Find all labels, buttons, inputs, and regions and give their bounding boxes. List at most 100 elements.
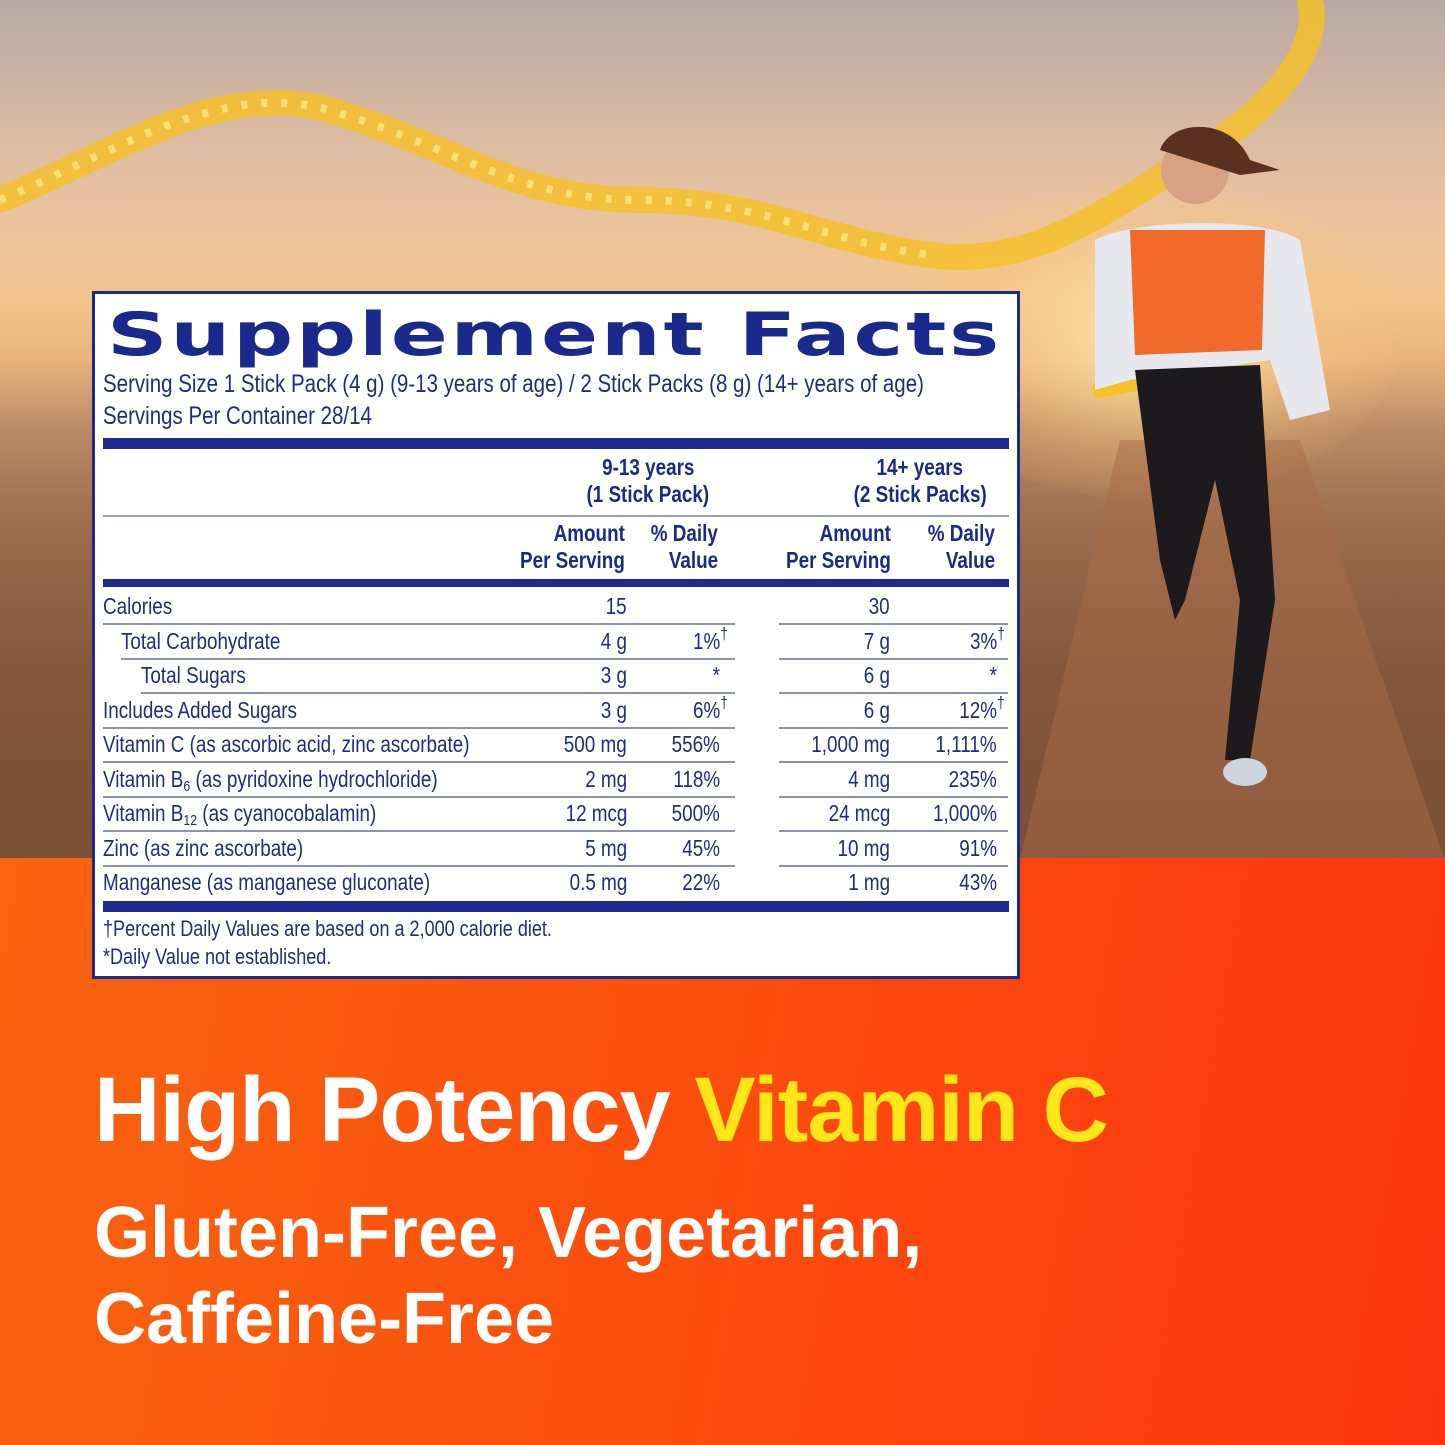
amount-14-plus: 1 mg — [839, 869, 890, 896]
cell-text: 1,000% — [933, 800, 997, 827]
nutrient-row: Vitamin B12 (as cyanocobalamin) 12 mcg 5… — [103, 797, 1009, 832]
amount-14-plus: 30 — [864, 593, 890, 620]
cell-text: 1 mg — [848, 869, 890, 895]
cell-text: Total Sugars — [141, 662, 246, 689]
cell-text: 10 mg — [837, 834, 890, 861]
cell-text: * — [713, 662, 720, 689]
cell-text: Includes Added Sugars — [103, 696, 297, 723]
serving-size-text: Serving Size 1 Stick Pack (4 g) (9-13 ye… — [103, 370, 924, 398]
daily-value-9-13: 45% — [674, 835, 720, 862]
amount-14-plus: 6 g — [858, 662, 890, 689]
daily-value-9-13: 556% — [661, 731, 720, 758]
nutrient-rows: Calories 15 30 Total Carbohydrate 4 g 1%… — [103, 590, 1009, 901]
cell-text: 6% — [692, 696, 720, 723]
divider-thick — [103, 438, 1009, 449]
cell-text: 6 — [183, 777, 191, 795]
nutrient-label: Vitamin B6 (as pyridoxine hydrochloride) — [103, 766, 511, 795]
group-age: 9-13 years — [601, 454, 695, 480]
daily-value-14-plus: 1,000% — [919, 800, 997, 827]
nutrient-label: Vitamin B12 (as cyanocobalamin) — [103, 800, 436, 829]
daily-value-9-13: 500% — [661, 800, 720, 827]
nutrient-label: Manganese (as manganese gluconate) — [103, 869, 502, 896]
row-left-segment: Total Carbohydrate 4 g 1% † — [121, 624, 735, 660]
col-dv-2: % Daily Value — [913, 520, 995, 574]
daily-value-14-plus: 3% † — [964, 624, 1005, 655]
cell-text: 556% — [672, 731, 720, 758]
cell-text: 12% — [959, 696, 997, 723]
daily-value-9-13: * — [711, 662, 720, 689]
cell-text: * — [712, 662, 720, 688]
amount-14-plus: 4 mg — [839, 766, 890, 793]
col-label: Per Serving — [520, 547, 625, 573]
vitamin-swirl — [0, 0, 1325, 271]
cell-text: Calories — [103, 593, 173, 619]
cell-text: 1,111% — [936, 731, 997, 758]
cell-text: † — [997, 692, 1005, 712]
nutrient-label: Includes Added Sugars — [103, 697, 340, 724]
amount-14-plus: 1,000 mg — [794, 731, 890, 758]
cell-text: Zinc (as zinc ascorbate) — [103, 834, 304, 861]
amount-14-plus: 6 g — [858, 697, 890, 724]
daily-value-14-plus: * — [988, 662, 997, 689]
row-right-segment: 1,000 mg 1,111% — [779, 728, 1008, 763]
footnote-text: †Percent Daily Values are based on a 2,0… — [103, 916, 552, 941]
col-label: Value — [668, 547, 718, 573]
row-left-segment: Zinc (as zinc ascorbate) 5 mg 45% — [103, 832, 735, 867]
cell-text: 3% † — [970, 624, 1005, 655]
cell-text: 3 g — [600, 662, 627, 688]
amount-9-13: 5 mg — [576, 835, 627, 862]
nutrient-label: Total Carbohydrate — [121, 628, 315, 655]
daily-value-9-13: 6% † — [687, 693, 728, 724]
footnote-text: *Daily Value not established. — [103, 944, 332, 969]
col-label: Amount — [553, 520, 625, 546]
cell-text: 43% — [959, 869, 997, 895]
divider-thick — [103, 901, 1009, 912]
cell-text: 6 g — [863, 662, 890, 688]
cell-text: Vitamin B6 (as pyridoxine hydrochloride) — [103, 766, 438, 795]
daily-value-14-plus: 1,111% — [922, 731, 997, 758]
divider-thin — [103, 515, 1009, 517]
row-left-segment: Manganese (as manganese gluconate) 0.5 m… — [103, 866, 735, 899]
cell-text: Manganese (as manganese gluconate) — [103, 869, 431, 895]
group-packs: (2 Stick Packs) — [853, 481, 987, 507]
cell-text: Zinc (as zinc ascorbate) — [103, 835, 303, 862]
runner-illustration — [1095, 126, 1330, 786]
group-header-9-13: 9-13 years (1 Stick Pack) — [565, 454, 731, 508]
nutrient-row: Calories 15 30 — [103, 590, 1009, 625]
facts-title: Supplement Facts — [107, 300, 1002, 370]
cell-text: 6 g — [863, 696, 890, 723]
nutrient-label: Vitamin C (as ascorbic acid, zinc ascorb… — [103, 731, 550, 758]
daily-value-14-plus: 43% — [951, 869, 997, 896]
cell-text: Vitamin B — [103, 765, 184, 792]
cell-text: 7 g — [863, 627, 890, 654]
headline: High Potency Vitamin C — [94, 1058, 1109, 1163]
nutrient-row: Zinc (as zinc ascorbate) 5 mg 45% 10 mg … — [103, 832, 1009, 867]
daily-value-14-plus: 12% † — [951, 693, 1005, 724]
row-left-segment: Calories 15 — [103, 590, 735, 625]
amount-9-13: 3 g — [595, 662, 627, 689]
col-amount-2: Amount Per Serving — [763, 520, 891, 574]
cell-text: 235% — [948, 765, 997, 792]
servings-per-container-text: Servings Per Container 28/14 — [103, 402, 372, 430]
row-right-segment: 24 mcg 1,000% — [779, 797, 1008, 832]
daily-value-9-13: 1% † — [687, 624, 728, 655]
row-right-segment: 6 g * — [779, 659, 1008, 694]
nutrient-row: Includes Added Sugars 3 g 6% † 6 g 12% † — [103, 693, 1009, 729]
cell-text: 22% — [682, 869, 720, 896]
amount-9-13: 4 g — [595, 628, 627, 655]
cell-text: 235% — [949, 766, 997, 793]
cell-text: 24 mcg — [828, 800, 890, 826]
daily-value-14-plus: 235% — [938, 766, 997, 793]
col-label: % Daily — [927, 520, 995, 546]
nutrient-label: Total Sugars — [141, 662, 269, 689]
cell-text: 1,111% — [935, 731, 997, 757]
cell-text: 22% — [682, 869, 720, 895]
daily-value-9-13: 118% — [663, 766, 720, 793]
cell-text: 1,000 mg — [811, 731, 890, 757]
group-packs: (1 Stick Pack) — [586, 481, 710, 507]
amount-9-13: 12 mcg — [552, 800, 627, 827]
row-right-segment: 4 mg 235% — [779, 763, 1008, 798]
cell-text: 6% † — [692, 693, 728, 724]
amount-9-13: 3 g — [595, 697, 627, 724]
col-label: Amount — [819, 520, 891, 546]
